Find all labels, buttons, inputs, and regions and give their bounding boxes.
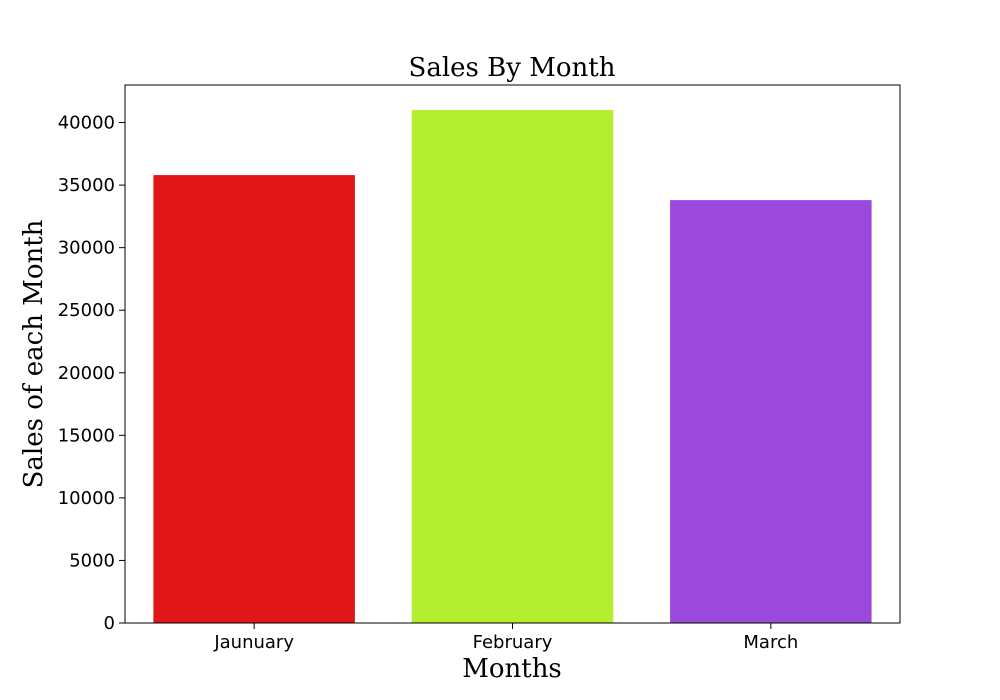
y-tick-label: 15000 xyxy=(58,425,115,446)
bar-jaunuary xyxy=(153,175,355,623)
y-tick-label: 20000 xyxy=(58,363,115,384)
x-tick-label: Jaunuary xyxy=(213,632,294,653)
y-tick-label: 10000 xyxy=(58,488,115,509)
bar-march xyxy=(670,200,872,623)
y-tick-label: 40000 xyxy=(58,113,115,134)
bar-february xyxy=(411,110,614,623)
y-axis: 0 5000 10000 15000 20000 25000 30000 35000 40000 xyxy=(58,113,125,634)
y-tick-label: 35000 xyxy=(58,175,115,196)
y-axis-label: Sales of each Month xyxy=(19,219,49,488)
x-tick-label: February xyxy=(473,632,553,653)
bars-group xyxy=(153,110,872,623)
y-tick-label: 30000 xyxy=(58,238,115,259)
plot-frame xyxy=(124,84,901,624)
x-axis-label: Months xyxy=(462,654,562,684)
x-tick-label: March xyxy=(743,632,798,653)
x-axis: Jaunuary February March xyxy=(213,623,798,653)
chart-title: Sales By Month xyxy=(409,53,616,83)
y-tick-label: 25000 xyxy=(58,300,115,321)
y-tick-label: 5000 xyxy=(69,550,115,571)
y-tick-label: 0 xyxy=(104,613,115,634)
